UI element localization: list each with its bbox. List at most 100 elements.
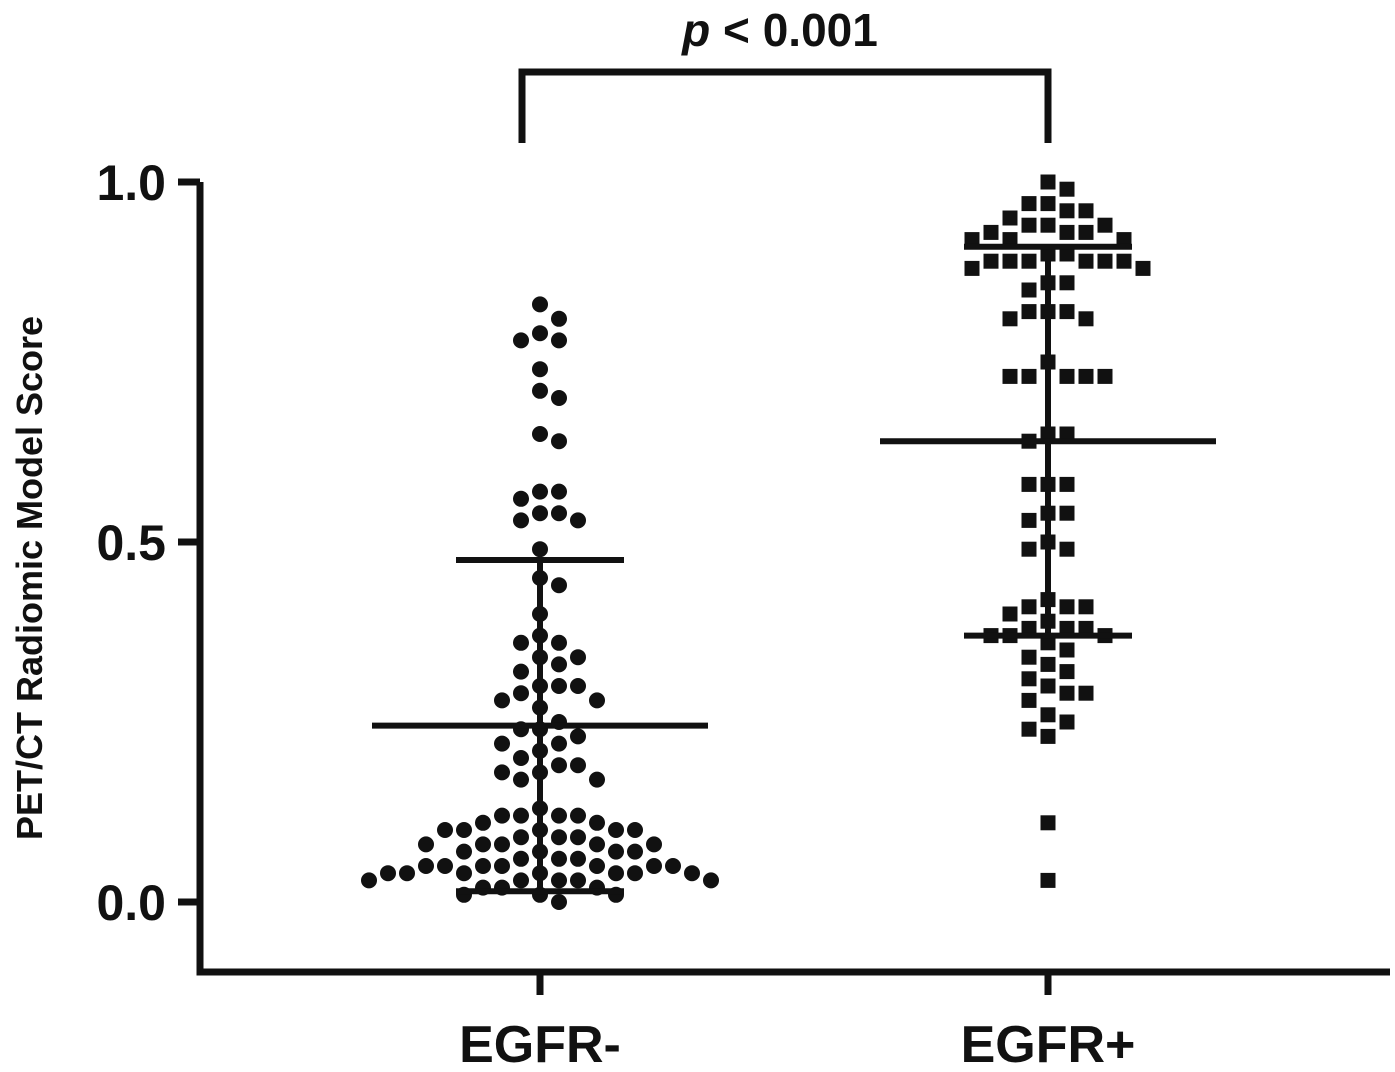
data-point [1040,815,1056,831]
data-point [1021,476,1037,492]
data-point [1059,541,1075,557]
data-point [494,807,510,824]
data-point [570,728,586,745]
data-point [1059,368,1075,384]
data-point [532,505,548,522]
category-label: EGFR- [459,1016,621,1072]
data-point [513,829,529,846]
data-point [513,663,529,680]
data-point [551,894,567,910]
data-point [513,634,529,651]
data-point [1135,260,1151,276]
data-point [532,296,548,313]
data-point [570,649,586,666]
data-point [494,858,510,874]
data-point [1021,649,1037,665]
data-point [1078,620,1094,636]
data-point [1021,217,1037,233]
data-point [456,865,472,882]
data-point [1059,664,1075,680]
data-point [1021,599,1037,615]
data-point [1059,224,1075,240]
data-point [570,829,586,846]
data-point [513,332,529,349]
data-point [1059,304,1075,320]
data-point [1116,232,1132,248]
data-point [1002,368,1018,384]
data-point [532,483,548,500]
data-point [513,872,529,889]
data-point [1021,282,1037,298]
data-point [513,771,529,788]
data-point [418,858,434,874]
data-point [1059,620,1075,636]
data-point [494,764,510,781]
data-point [551,505,567,522]
data-point [1040,678,1056,694]
data-point [551,390,567,406]
x-ticks: EGFR- EGFR+ [459,972,1135,1072]
data-point [589,858,605,874]
y-tick-label: 0.0 [96,875,166,931]
data-point [551,757,567,774]
series-EGFR- [361,296,719,910]
data-point [551,577,567,594]
data-point [475,836,491,853]
data-point [551,872,567,889]
data-point [475,814,491,831]
significance-bracket [518,68,1052,143]
data-point [494,692,510,709]
data-point [1059,714,1075,730]
data-point [551,433,567,450]
data-point [1040,196,1056,212]
data-point [1059,181,1075,197]
data-point [1040,728,1056,744]
y-tick-label: 1.0 [96,155,166,211]
data-point [551,332,567,349]
y-ticks: 0.0 0.5 1.0 [96,155,200,931]
p-threshold: < 0.001 [710,4,878,56]
series-EGFR+ [964,174,1151,888]
data-point [589,836,605,853]
data-point [1021,692,1037,708]
data-point [437,822,453,838]
data-point [551,634,567,651]
data-point [1021,541,1037,557]
data-point [418,836,434,853]
data-point [570,512,586,529]
data-point [1002,210,1018,226]
data-point [494,836,510,853]
data-point [456,822,472,838]
data-point [1021,671,1037,687]
data-point [532,325,548,342]
data-point [1040,635,1056,651]
data-point [1002,232,1018,248]
data-point [1078,253,1094,269]
data-point [1078,224,1094,240]
data-point [1059,246,1075,262]
data-point [1059,476,1075,492]
data-point [513,512,529,529]
data-point [1059,275,1075,291]
data-point [1021,253,1037,269]
data-point [983,224,999,240]
data-point [665,858,681,874]
data-point [1021,620,1037,636]
data-point [513,490,529,507]
p-value-label: p < 0.001 [680,4,878,56]
data-point [513,750,529,766]
data-point [1040,217,1056,233]
data-point [964,260,980,276]
data-point [1097,217,1113,233]
data-point [627,843,643,860]
data-point [551,735,567,752]
data-point [570,807,586,824]
data-point [551,678,567,694]
data-point [551,850,567,867]
data-point [532,382,548,399]
data-point [1097,368,1113,384]
data-point [361,872,377,889]
data-point [494,735,510,752]
data-point [608,865,624,882]
data-point [1078,311,1094,327]
